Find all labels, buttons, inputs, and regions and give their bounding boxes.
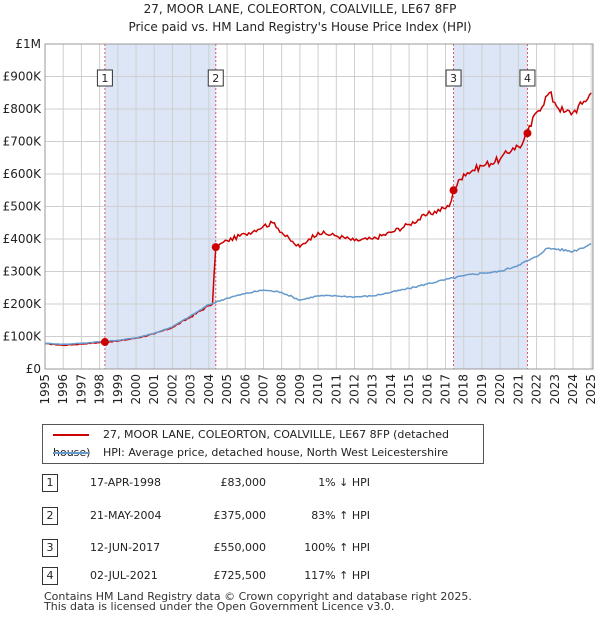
transaction-number: 2 [42,507,58,525]
x-tick-label: 2004 [202,374,216,405]
y-tick-label: £900K [3,70,43,84]
x-tick-label: 2023 [548,374,562,405]
legend-label-hpi: HPI: Average price, detached house, Nort… [103,446,449,459]
y-tick-label: £500K [3,200,43,214]
x-tick-label: 2006 [238,374,252,405]
legend: 27, MOOR LANE, COLEORTON, COALVILLE, LE6… [42,424,484,464]
footer-copyright: Contains HM Land Registry data © Crown c… [44,590,472,603]
footer-licence: This data is licensed under the Open Gov… [44,600,395,613]
y-tick-label: £100K [3,330,43,344]
transaction-label: 1 [101,72,108,85]
x-tick-label: 2002 [165,374,179,405]
x-tick-label: 1996 [56,374,70,405]
y-tick-label: £300K [3,265,43,279]
transaction-label: 2 [212,72,219,85]
y-tick-label: £200K [3,297,43,311]
legend-swatch-hpi [53,452,89,454]
chart-subtitle: Price paid vs. HM Land Registry's House … [128,20,472,34]
x-tick-label: 2021 [511,374,525,405]
transaction-hpi-change: 117% ↑ HPI [304,569,370,582]
y-tick-label: £1M [15,37,41,51]
transaction-label-box [96,69,113,87]
x-tick-label: 1997 [74,374,88,405]
transaction-label: 3 [450,72,457,85]
transaction-date: 17-APR-1998 [90,476,162,489]
plot-border [44,43,594,370]
x-tick-label: 2003 [184,374,198,405]
x-tick-label: 1998 [93,374,107,405]
transaction-row: 3 12-JUN-2017 £550,000 100% ↑ HPI [0,539,600,559]
series-line-hpi [44,243,592,346]
sale-point [449,186,458,195]
x-tick-label: 2022 [530,374,544,405]
x-tick-label: 2014 [384,374,398,405]
x-tick-label: 1999 [111,374,125,405]
x-tick-label: 2010 [311,374,325,405]
transaction-date: 02-JUL-2021 [90,569,158,582]
transaction-label-box [519,69,536,87]
y-tick-label: £400K [3,232,43,246]
x-tick-label: 2007 [256,374,270,405]
x-tick-label: 2011 [329,374,343,405]
y-tick-label: £700K [3,135,43,149]
transaction-number: 3 [42,539,58,557]
transaction-label-box [207,69,224,87]
price-chart: £0 £100K £200K £300K £400K £500K £600K £700K £80… [3,37,599,405]
legend-item-property: 27, MOOR LANE, COLEORTON, COALVILLE, LE6… [53,426,483,459]
y-tick-label: £0 [26,362,41,376]
transaction-hpi-change: 83% ↑ HPI [311,509,370,522]
transaction-row: 2 21-MAY-2004 £375,000 83% ↑ HPI [0,507,600,527]
transaction-label-box [445,69,462,87]
x-tick-label: 2017 [439,374,453,405]
transaction-date: 21-MAY-2004 [90,509,162,522]
transaction-row: 4 02-JUL-2021 £725,500 117% ↑ HPI [0,567,600,587]
transaction-price: £550,000 [213,541,267,554]
transaction-date: 12-JUN-2017 [90,541,161,554]
transaction-row: 1 17-APR-1998 £83,000 1% ↓ HPI [0,474,600,494]
x-tick-label: 2001 [147,374,161,405]
transaction-number: 4 [42,567,58,585]
transaction-price: £725,500 [213,569,267,582]
sale-point [523,129,532,138]
x-tick-label: 2009 [293,374,307,405]
x-tick-label: 2015 [402,374,416,405]
x-tick-label: 2005 [220,374,234,405]
transaction-hpi-change: 1% ↓ HPI [318,476,370,489]
x-tick-label: 2019 [475,374,489,405]
x-tick-label: 2012 [348,374,362,405]
legend-item-hpi: HPI: Average price, detached house, Nort… [53,444,448,462]
chart-title: 27, MOOR LANE, COLEORTON, COALVILLE, LE6… [143,2,457,16]
x-tick-label: 2018 [457,374,471,405]
future-region [591,44,593,369]
sale-point [100,338,109,347]
x-tick-label: 2024 [566,374,580,405]
transaction-hpi-change: 100% ↑ HPI [304,541,370,554]
sale-point [211,243,220,252]
x-tick-label: 2008 [275,374,289,405]
y-tick-label: £800K [3,102,43,116]
transaction-label: 4 [524,72,531,85]
transaction-price: £375,000 [213,509,267,522]
transaction-price: £83,000 [220,476,267,489]
legend-swatch-property [53,434,89,436]
x-tick-label: 2020 [493,374,507,405]
x-tick-label: 2013 [366,374,380,405]
x-tick-label: 2025 [584,374,598,405]
x-tick-label: 2016 [420,374,434,405]
x-tick-label: 1995 [38,374,52,405]
transaction-number: 1 [42,474,58,492]
x-tick-label: 2000 [129,374,143,405]
y-tick-label: £600K [3,167,43,181]
